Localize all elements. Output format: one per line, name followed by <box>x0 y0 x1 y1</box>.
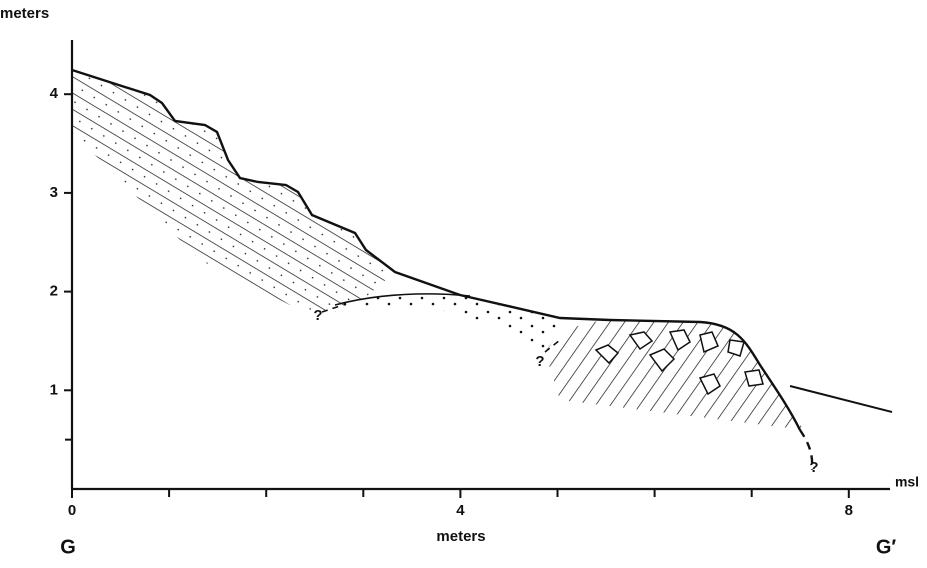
x-axis-label: meters <box>436 528 485 545</box>
x-tick-label: 8 <box>845 502 853 519</box>
uncertain-mark: ? <box>535 353 544 370</box>
y-tick-label: 2 <box>50 283 58 300</box>
y-tick-label: 3 <box>50 184 58 201</box>
x-tick-label: 4 <box>456 502 465 519</box>
section-end: G′ <box>876 536 897 558</box>
y-tick-label: 1 <box>50 381 58 398</box>
uncertain-mark: ? <box>313 307 322 324</box>
x-tick-label: 0 <box>68 502 76 519</box>
beach-slope <box>790 386 892 412</box>
cross-section: meters meters msl G G′ ? ? ? 1 2 3 4 0 4 8 <box>0 0 927 568</box>
bedded-sand <box>72 70 395 312</box>
section-start: G <box>60 536 76 558</box>
y-tick-label: 4 <box>50 85 59 102</box>
dune-sand <box>335 294 575 352</box>
uncertain-mark: ? <box>809 459 818 476</box>
y-axis-label: meters <box>0 5 49 22</box>
sea-level-label: msl <box>895 474 919 490</box>
page: meters meters msl G G′ ? ? ? 1234048 (()… <box>0 0 927 568</box>
